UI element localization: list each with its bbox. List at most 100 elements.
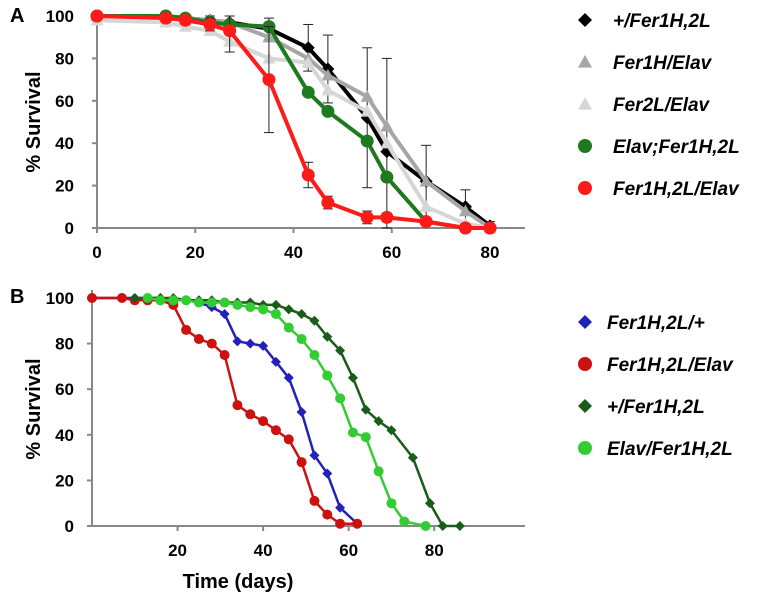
panel-a-legend-marker-0	[578, 13, 592, 27]
panel-b-fer1h-2l-2-point	[360, 404, 371, 415]
panel-a-elav-fer1h-2l-3-point	[301, 85, 315, 99]
panel-a-fer1h-elav-1-point	[380, 119, 394, 132]
panel-b-ytick-label: 60	[55, 380, 74, 399]
panel-a-fer1h-2l-elav-4-line	[96, 14, 490, 230]
panel-b-fer1h-2l-elav-1-point	[296, 457, 307, 468]
panel-b-legend-marker-1	[578, 357, 592, 371]
panel-a-fer1h-2l-0-line	[97, 14, 492, 228]
panel-a-fer1h-2l-elav-4-point	[90, 9, 104, 23]
panel-b-elav-fer1h-2l-3-point	[142, 293, 153, 303]
panel-b-fer1h-2l-elav-1-point	[283, 434, 294, 445]
panel-a-fer1h-2l-elav-4-point	[262, 73, 276, 87]
panel-b-fer1h-2l-2-point	[129, 293, 140, 303]
panel-b-fer1h-2l-elav-1-point	[116, 293, 127, 303]
panel-a-elav-fer1h-2l-3-point	[321, 104, 335, 118]
panel-a-legend-label-3: Elav;Fer1H,2L	[613, 137, 740, 158]
panel-b-elav-fer1h-2l-3-point	[181, 295, 192, 306]
panel-b-legend-marker-2	[578, 399, 592, 413]
panel-a-fer2l-elav-2-series	[90, 13, 497, 234]
panel-a-ytick-label: 20	[55, 177, 74, 196]
panel-b-fer1h-2l-0-line	[92, 296, 359, 525]
panel-a-ytick-label: 80	[55, 49, 74, 68]
panel-b-elav-fer1h-2l-3-series	[142, 293, 431, 531]
panel-a-fer1h-2l-elav-4-point	[483, 221, 497, 235]
panel-b-elav-fer1h-2l-3-line	[147, 296, 426, 528]
panel-b-ytick-label: 100	[46, 289, 74, 308]
panel-b-fer1h-2l-0-point	[270, 356, 281, 367]
panel-a-ytick-label: 100	[46, 7, 74, 26]
panel-b-fer1h-2l-0-point	[283, 372, 294, 383]
panel-b-legend-label-0: Fer1H,2L/+	[607, 313, 705, 334]
panel-b-elav-fer1h-2l-3-point	[296, 334, 307, 345]
panel-b-fer1h-2l-2-point	[309, 315, 320, 326]
panel-b-fer1h-2l-elav-1-point	[335, 518, 346, 529]
panel-b-xtick-label: 20	[168, 541, 187, 560]
panel-a-fer1h-elav-1-point	[458, 204, 472, 217]
panel-b-fer1h-2l-elav-1-point	[181, 324, 192, 335]
panel-a-xtick-label: 60	[382, 243, 401, 262]
panel-a-letter: A	[10, 5, 24, 27]
panel-a-fer1h-2l-elav-4-point	[178, 13, 192, 27]
panel-a-legend-marker-2	[578, 97, 592, 110]
panel-b-elav-fer1h-2l-3-point	[283, 322, 294, 333]
panel-b-legend-marker-3	[578, 441, 592, 455]
panel-b-fer1h-2l-0-point	[219, 308, 230, 319]
panel-b-elav-fer1h-2l-3-point	[206, 297, 217, 308]
panel-a-elav-fer1h-2l-3-point	[360, 134, 374, 148]
panel-b-elav-fer1h-2l-3-point	[373, 466, 384, 477]
panel-b: B % Survival Time (days) 0 20 40 60 80 100 20 4…	[10, 286, 734, 593]
panel-b-elav-fer1h-2l-3-point	[360, 432, 371, 443]
panel-a-fer1h-2l-elav-4-series	[90, 9, 497, 235]
panel-a-fer1h-2l-elav-4-point	[159, 11, 173, 25]
panel-b-fer1h-2l-elav-1-point	[322, 509, 333, 520]
panel-a-legend-marker-4	[578, 181, 592, 195]
panel-a-elav-fer1h-2l-3-point	[380, 170, 394, 184]
panel-b-legend-label-1: Fer1H,2L/Elav	[607, 355, 734, 376]
panel-a-fer1h-elav-1-point	[360, 90, 374, 102]
panel-b-fer1h-2l-2-point	[373, 416, 384, 427]
panel-a-legend-marker-1	[578, 55, 592, 68]
panel-a-fer1h-elav-1-point	[321, 68, 335, 81]
panel-b-ytick-label: 80	[55, 335, 74, 354]
panel-a-fer1h-elav-1-line	[97, 14, 492, 230]
panel-a-fer1h-elav-1-point	[419, 174, 433, 187]
panel-a-ytick-label: 0	[65, 219, 74, 238]
panel-b-fer1h-2l-2-point	[347, 372, 358, 383]
panel-b-ytick-label: 0	[65, 517, 74, 536]
panel-a-legend-label-4: Fer1H,2L/Elav	[613, 179, 740, 200]
panel-a-fer1h-2l-elav-4-point	[458, 221, 472, 235]
panel-b-elav-fer1h-2l-3-point	[258, 304, 269, 315]
panel-b-elav-fer1h-2l-3-point	[232, 299, 243, 310]
panel-b-fer1h-2l-2-point	[437, 521, 448, 531]
panel-b-fer1h-2l-2-point	[454, 521, 465, 531]
panel-a-fer1h-2l-0-series	[90, 9, 497, 233]
panel-b-fer1h-2l-2-point	[296, 308, 307, 319]
panel-b-fer1h-2l-2-point	[283, 304, 294, 315]
panel-b-xlabel: Time (days)	[183, 571, 294, 593]
panel-a-fer1h-2l-elav-4-point	[301, 168, 315, 182]
panel-b-fer1h-2l-elav-1-point	[270, 425, 281, 436]
panel-b-fer1h-2l-2-point	[386, 425, 397, 436]
panel-b-ylabel: % Survival	[23, 358, 45, 459]
panel-b-elav-fer1h-2l-3-point	[270, 308, 281, 319]
panel-a-xtick-label: 40	[284, 243, 303, 262]
panel-b-elav-fer1h-2l-3-point	[322, 370, 333, 381]
panel-a-legend-marker-3	[578, 139, 592, 153]
panel-b-ytick-label: 40	[55, 426, 74, 445]
panel-b-fer1h-2l-elav-1-point	[309, 495, 320, 506]
panel-b-elav-fer1h-2l-3-point	[219, 297, 230, 308]
panel-b-fer1h-2l-elav-1-point	[258, 416, 269, 427]
panel-b-elav-fer1h-2l-3-point	[193, 297, 204, 308]
panel-b-fer1h-2l-2-point	[424, 498, 435, 509]
panel-b-fer1h-2l-2-point	[407, 452, 418, 463]
panel-b-elav-fer1h-2l-3-point	[386, 498, 397, 509]
panel-b-fer1h-2l-elav-1-point	[232, 400, 243, 411]
panel-a-fer1h-2l-elav-4-point	[203, 17, 217, 31]
panel-a-fer1h-2l-0-point	[301, 41, 315, 55]
panel-b-fer1h-2l-2-point	[335, 345, 346, 356]
panel-a-fer1h-elav-1-series	[90, 9, 497, 234]
panel-b-fer1h-2l-0-point	[309, 450, 320, 461]
panel-b-fer1h-2l-elav-1-point	[87, 293, 97, 303]
panel-b-fer1h-2l-elav-1-line	[92, 296, 358, 525]
